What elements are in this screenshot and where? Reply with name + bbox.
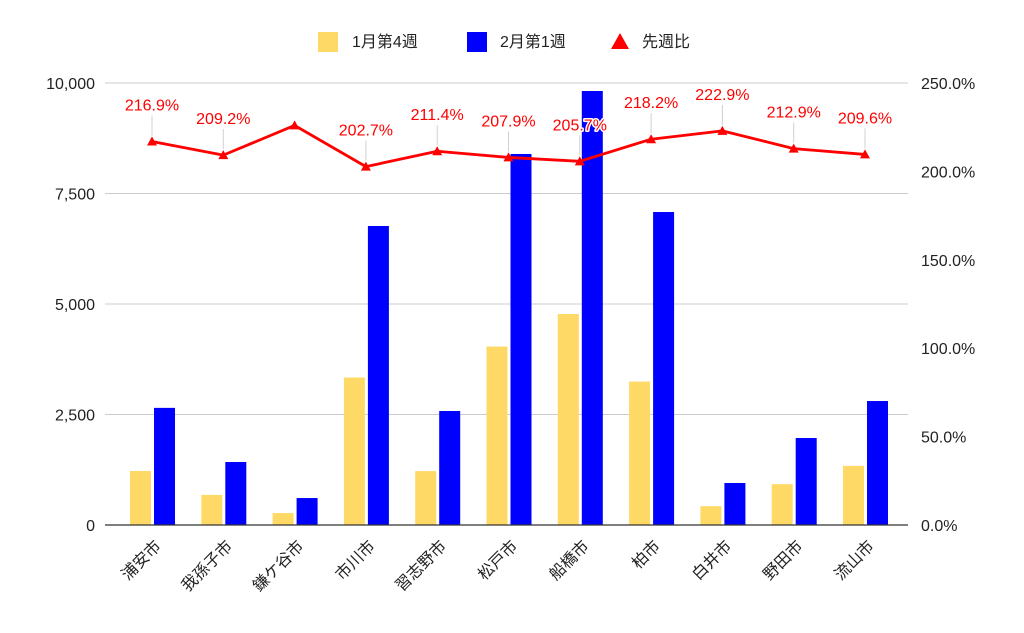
legend-triangle-icon: [611, 33, 629, 49]
ratio-point-marker: [646, 134, 657, 144]
ratio-point-marker: [574, 156, 585, 166]
ratio-point-marker: [147, 136, 157, 146]
right-axis-tick-label: 250.0%: [921, 76, 975, 93]
bar-week4-jan: [343, 377, 365, 525]
ratio-point-marker: [860, 149, 870, 159]
left-axis-tick-label: 5,000: [55, 297, 95, 314]
bar-week4-jan: [486, 346, 508, 525]
bar-week1-feb: [867, 401, 888, 525]
gridlines: [105, 82, 908, 415]
bar-week1-feb: [724, 483, 746, 525]
ratio-data-label: 209.2%: [196, 111, 250, 128]
left-axis-tick-label: 7,500: [55, 187, 95, 204]
bar-week4-jan: [201, 494, 223, 525]
ratio-data-label: 216.9%: [125, 98, 179, 115]
bar-week1-feb: [439, 411, 461, 525]
ratio-point-marker: [788, 143, 799, 153]
ratio-data-label: 207.9%: [481, 113, 535, 130]
left-axis-tick-label: 0: [86, 518, 95, 535]
bar-week4-jan: [771, 484, 793, 525]
data-labels: 216.9% 209.2% 202.7% 211.4% 207.9% 205.7% 218.…: [123, 85, 894, 161]
ratio-data-label: 212.9%: [767, 105, 821, 122]
bar-week4-jan: [700, 506, 722, 525]
ratio-line: [147, 120, 870, 171]
bar-week4-jan: [629, 381, 651, 525]
ratio-point-marker: [218, 150, 229, 160]
bar-week1-feb: [510, 153, 532, 525]
ratio-point-marker: [360, 161, 371, 171]
right-axis-tick-label: 100.0%: [921, 341, 975, 358]
bar-week1-feb: [225, 462, 247, 525]
ratio-point-marker: [289, 120, 300, 130]
ratio-point-marker: [717, 125, 728, 135]
ratio-data-label: 222.9%: [695, 87, 749, 104]
bar-week1-feb: [296, 498, 318, 525]
legend-label: 1月第4週: [352, 33, 418, 51]
bar-week4-jan: [130, 470, 151, 525]
left-axis-labels: 0 2,500 5,000 7,500 10,000: [46, 76, 95, 535]
ratio-data-label: 205.7%: [553, 117, 607, 134]
ratio-point-marker: [503, 152, 514, 162]
bar-week1-feb: [653, 212, 675, 525]
left-axis-tick-label: 2,500: [55, 408, 95, 425]
bar-week1-feb: [367, 225, 389, 525]
right-axis-tick-label: 50.0%: [921, 430, 966, 447]
legend-label: 先週比: [642, 33, 690, 51]
bar-week4-jan: [557, 313, 579, 525]
legend-label: 2月第1週: [500, 33, 566, 51]
bar-week4-jan: [415, 471, 437, 525]
bar-week1-feb: [154, 407, 175, 525]
ratio-data-label: 202.7%: [339, 123, 393, 140]
bar-week4-jan: [272, 513, 294, 525]
ratio-data-label: 211.4%: [411, 107, 464, 124]
left-axis-tick-label: 10,000: [46, 76, 95, 93]
right-axis-tick-label: 200.0%: [921, 164, 975, 181]
legend: 1月第4週 2月第1週 先週比: [318, 32, 690, 52]
bar-week1-feb: [795, 438, 817, 525]
ratio-data-label: 218.2%: [624, 95, 678, 112]
right-axis-labels: 0.0% 50.0% 100.0% 150.0% 200.0% 250.0%: [921, 76, 975, 535]
bar-week4-jan: [843, 465, 864, 525]
bars: [130, 91, 888, 526]
legend-swatch: [318, 32, 338, 52]
right-axis-tick-label: 150.0%: [921, 253, 975, 270]
legend-swatch: [467, 32, 487, 52]
ratio-data-label: 209.6%: [838, 110, 892, 127]
ratio-point-marker: [432, 146, 443, 156]
bar-week1-feb: [581, 91, 603, 526]
right-axis-tick-label: 0.0%: [921, 518, 957, 535]
